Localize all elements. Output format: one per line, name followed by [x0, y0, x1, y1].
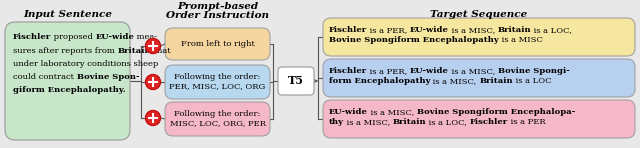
- Text: is a PER,: is a PER,: [367, 67, 410, 75]
- Text: is a LOC: is a LOC: [513, 77, 552, 85]
- Text: is a LOC,: is a LOC,: [426, 118, 470, 126]
- Text: EU-wide: EU-wide: [410, 67, 449, 75]
- Text: is a PER: is a PER: [508, 118, 546, 126]
- Text: Input Sentence: Input Sentence: [23, 10, 112, 19]
- Text: Following the order:
MISC, LOC, ORG, PER: Following the order: MISC, LOC, ORG, PER: [170, 110, 266, 128]
- Text: Target Sequence: Target Sequence: [430, 10, 527, 19]
- FancyBboxPatch shape: [5, 22, 130, 140]
- Text: Fischler: Fischler: [329, 26, 367, 34]
- Text: thy: thy: [329, 118, 344, 126]
- Text: under laboratory conditions sheep: under laboratory conditions sheep: [13, 60, 158, 68]
- Text: Fischler: Fischler: [13, 33, 51, 41]
- Text: is a MISC,: is a MISC,: [449, 26, 498, 34]
- Text: is a MISC: is a MISC: [499, 36, 543, 44]
- Text: is a PER,: is a PER,: [367, 26, 410, 34]
- Text: From left to right: From left to right: [180, 40, 255, 48]
- FancyBboxPatch shape: [165, 28, 270, 60]
- Text: Bovine Spongi-: Bovine Spongi-: [498, 67, 570, 75]
- FancyBboxPatch shape: [323, 59, 635, 97]
- FancyBboxPatch shape: [165, 102, 270, 136]
- Circle shape: [145, 111, 161, 126]
- Text: EU-wide: EU-wide: [329, 108, 368, 116]
- Text: Following the order:
PER, MISC, LOC, ORG: Following the order: PER, MISC, LOC, ORG: [170, 73, 266, 91]
- Circle shape: [145, 38, 161, 53]
- Circle shape: [145, 74, 161, 90]
- Text: giform Encephalopathy.: giform Encephalopathy.: [13, 86, 125, 94]
- Text: is a LOC,: is a LOC,: [531, 26, 572, 34]
- Text: could contract: could contract: [13, 73, 77, 81]
- Text: Prompt-based: Prompt-based: [177, 2, 258, 11]
- Text: Order Instruction: Order Instruction: [166, 11, 269, 20]
- Text: Fischler: Fischler: [470, 118, 508, 126]
- Text: is a MISC,: is a MISC,: [344, 118, 393, 126]
- Text: sures after reports from: sures after reports from: [13, 47, 117, 55]
- Text: Bovine Spon-: Bovine Spon-: [77, 73, 139, 81]
- Text: is a MISC,: is a MISC,: [431, 77, 479, 85]
- Text: EU-wide: EU-wide: [410, 26, 449, 34]
- FancyBboxPatch shape: [165, 65, 270, 99]
- Text: mea-: mea-: [134, 33, 157, 41]
- Text: Bovine Spongiform Encephalopathy: Bovine Spongiform Encephalopathy: [329, 36, 499, 44]
- FancyBboxPatch shape: [323, 18, 635, 56]
- Text: form Encephalopathy: form Encephalopathy: [329, 77, 431, 85]
- Text: Britain: Britain: [498, 26, 531, 34]
- Text: EU-wide: EU-wide: [95, 33, 134, 41]
- Text: that: that: [151, 47, 171, 55]
- Text: Britain: Britain: [479, 77, 513, 85]
- Text: Britain: Britain: [393, 118, 426, 126]
- Text: proposed: proposed: [51, 33, 95, 41]
- FancyBboxPatch shape: [323, 100, 635, 138]
- Text: is a MISC,: is a MISC,: [449, 67, 498, 75]
- Text: Fischler: Fischler: [329, 67, 367, 75]
- FancyBboxPatch shape: [278, 67, 314, 95]
- Text: T5: T5: [288, 75, 304, 86]
- Text: Britain: Britain: [117, 47, 151, 55]
- Text: is a MISC,: is a MISC,: [368, 108, 417, 116]
- Text: Bovine Spongiform Encephalopa-: Bovine Spongiform Encephalopa-: [417, 108, 575, 116]
